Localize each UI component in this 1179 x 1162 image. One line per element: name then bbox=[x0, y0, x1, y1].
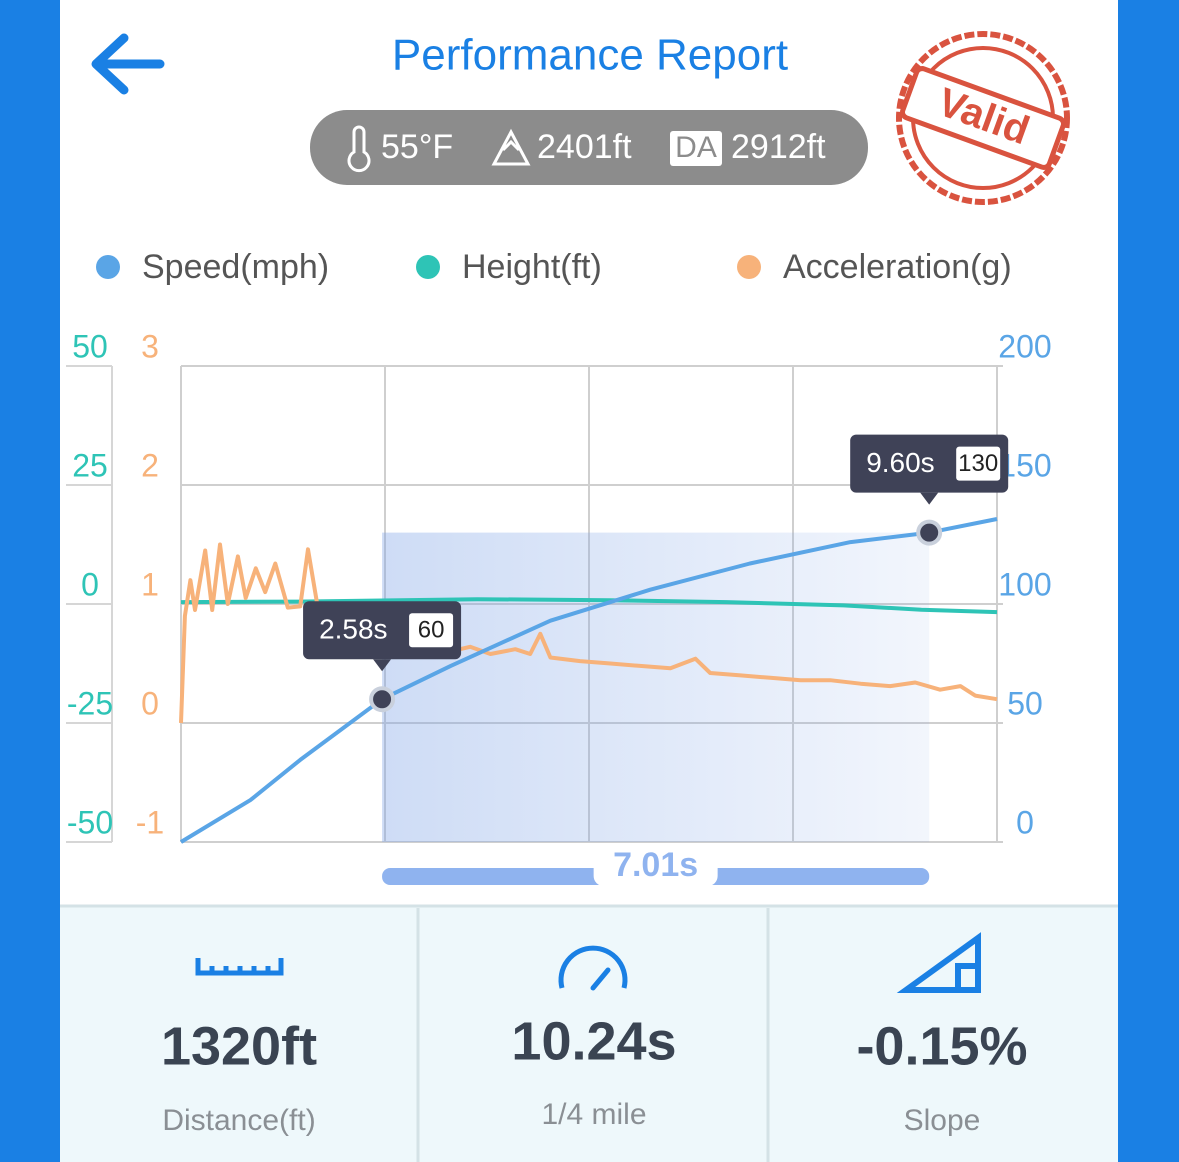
tooltip-badge bbox=[409, 613, 454, 648]
span-label: 7.01s bbox=[613, 846, 698, 884]
y2-tick-label: 50 bbox=[1007, 685, 1043, 721]
stat-value: 1320ft bbox=[161, 1016, 317, 1076]
legend-label: Height(ft) bbox=[462, 248, 602, 286]
stat-value: -0.15% bbox=[856, 1016, 1027, 1076]
thermometer-icon bbox=[347, 125, 371, 173]
legend-label: Acceleration(g) bbox=[783, 248, 1012, 286]
legend-marker bbox=[737, 255, 761, 279]
marker-point bbox=[916, 519, 943, 546]
y2-tick-label: 0 bbox=[1016, 804, 1034, 840]
stat-label: Slope bbox=[904, 1104, 981, 1137]
mountain-icon bbox=[491, 128, 531, 166]
stat-label: Distance(ft) bbox=[162, 1104, 315, 1137]
da-badge bbox=[670, 131, 722, 166]
gauge-icon bbox=[558, 945, 628, 991]
title: Performance Report bbox=[392, 31, 788, 80]
side-strip bbox=[1118, 0, 1179, 1162]
series-line bbox=[179, 517, 998, 844]
y3-tick-label: 0 bbox=[141, 685, 159, 721]
temperature: 55°F bbox=[381, 128, 453, 166]
chart: Speed(mph) Height(ft) Acceleration(g) -50 -2… bbox=[66, 248, 1052, 886]
y2-tick-label: 100 bbox=[998, 566, 1051, 602]
tooltip-value: 130 bbox=[958, 450, 998, 477]
tooltip-pointer bbox=[373, 659, 392, 672]
y3-tick-label: 2 bbox=[141, 447, 159, 483]
conditions-pill bbox=[310, 110, 868, 185]
tooltip-value: 60 bbox=[418, 617, 445, 644]
span-label-bg bbox=[593, 848, 718, 886]
stat-label: 1/4 mile bbox=[541, 1098, 646, 1131]
y-tick-label: -50 bbox=[67, 804, 113, 840]
legend-label: Speed(mph) bbox=[142, 248, 329, 286]
ruler-icon bbox=[195, 958, 284, 976]
altitude: 2401ft bbox=[537, 128, 632, 166]
y-tick-label: 0 bbox=[81, 566, 99, 602]
y3-tick-label: -1 bbox=[136, 804, 164, 840]
y2-tick-label: 200 bbox=[998, 328, 1051, 364]
stat-value: 10.24s bbox=[511, 1011, 676, 1071]
y3-tick-label: 3 bbox=[141, 328, 159, 364]
da-badge-text: DA bbox=[675, 131, 717, 164]
tooltip-time: 9.60s bbox=[866, 447, 935, 478]
side-strip bbox=[0, 0, 60, 1162]
back-arrow[interactable] bbox=[91, 33, 165, 95]
tooltip-badge bbox=[956, 446, 1001, 481]
legend-marker bbox=[416, 255, 440, 279]
marker-point bbox=[369, 686, 396, 713]
slope-icon bbox=[896, 932, 981, 993]
valid-stamp: Valid bbox=[896, 31, 1070, 205]
density-altitude: 2912ft bbox=[731, 128, 826, 166]
y-tick-label: -25 bbox=[67, 685, 113, 721]
y-tick-label: 50 bbox=[72, 328, 108, 364]
tooltip-pointer bbox=[920, 492, 939, 505]
y-tick-label: 25 bbox=[72, 447, 108, 483]
time-span bbox=[382, 532, 930, 842]
y3-tick-label: 1 bbox=[141, 566, 159, 602]
tooltip-time: 2.58s bbox=[319, 614, 388, 645]
legend-marker bbox=[96, 255, 120, 279]
back-button[interactable] bbox=[91, 33, 165, 95]
